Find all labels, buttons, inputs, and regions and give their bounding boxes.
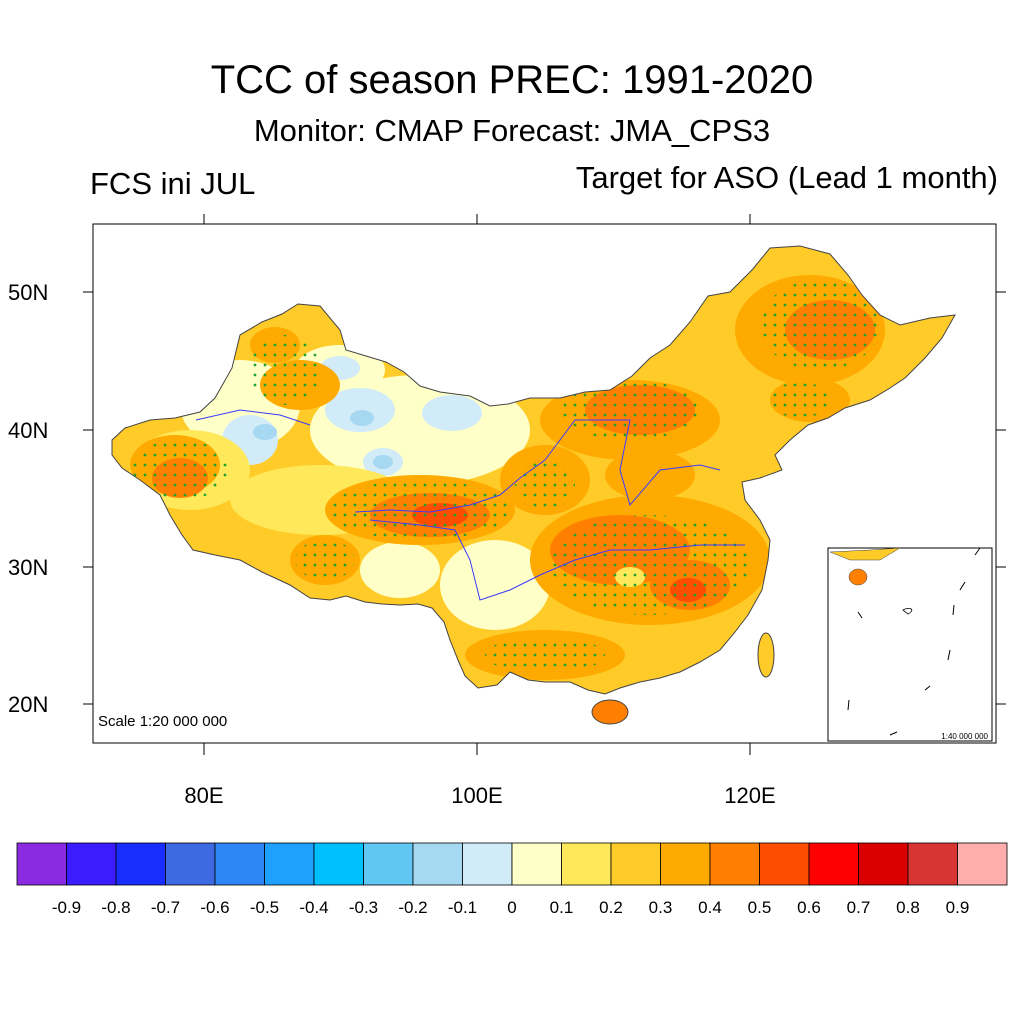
colorbar-label: -0.4 [299,898,328,917]
colorbar-swatch [511,842,562,886]
colorbar-label: -0.2 [398,898,427,917]
colorbar-label: 0 [507,898,516,917]
colorbar-swatch [808,842,859,886]
chart-title: TCC of season PREC: 1991-2020 [210,58,814,102]
colorbar [16,842,1008,886]
river-lines [195,409,745,601]
colorbar-label: 0.4 [698,898,722,917]
colorbar-label: 0.2 [599,898,623,917]
colorbar-swatch [660,842,711,886]
lat-label-20n: 20N [8,692,48,717]
colorbar-label: 0.1 [550,898,574,917]
colorbar-label: -0.5 [250,898,279,917]
colorbar-swatch [462,842,513,886]
colorbar-swatch [709,842,760,886]
colorbar-swatch [66,842,117,886]
colorbar-label: -0.7 [151,898,180,917]
lon-label-100e: 100E [451,783,502,808]
colorbar-label: -0.8 [101,898,130,917]
colorbar-swatch [561,842,612,886]
taiwan-island [757,632,775,678]
colorbar-swatch [214,842,265,886]
colorbar-label: 0.5 [748,898,772,917]
colorbar-label: -0.3 [349,898,378,917]
colorbar-label: 0.6 [797,898,821,917]
colorbar-label: 0.9 [946,898,970,917]
colorbar-swatch [412,842,463,886]
colorbar-label: -0.1 [448,898,477,917]
colorbar-swatch [858,842,909,886]
colorbar-swatch [16,842,67,886]
colorbar-swatch [115,842,166,886]
lat-label-50n: 50N [8,280,48,305]
lat-label-30n: 30N [8,555,48,580]
lat-label-40n: 40N [8,418,48,443]
inset-scale-label: 1:40 000 000 [941,732,988,741]
colorbar-label: -0.9 [52,898,81,917]
colorbar-label: 0.7 [847,898,871,917]
chart-subtitle: Monitor: CMAP Forecast: JMA_CPS3 [253,113,771,148]
colorbar-label: -0.6 [200,898,229,917]
colorbar-label: 0.3 [649,898,673,917]
axis-labels: 50N 40N 30N 20N 80E 100E 120E [8,280,776,808]
colorbar-swatch [610,842,661,886]
hainan-island [591,699,629,725]
colorbar-swatch [759,842,810,886]
colorbar-label: 0.8 [896,898,920,917]
colorbar-swatch [264,842,315,886]
inset-map: 1:40 000 000 [827,547,993,742]
scale-label: Scale 1:20 000 000 [98,713,227,730]
lon-label-80e: 80E [184,783,223,808]
colorbar-swatch [363,842,414,886]
colorbar-swatch [313,842,364,886]
colorbar-swatch [907,842,958,886]
right-label: Target for ASO (Lead 1 month) [575,160,998,195]
frame-ticks [83,214,1006,755]
lon-label-120e: 120E [724,783,775,808]
colorbar-swatch [165,842,216,886]
colorbar-swatch [957,842,1008,886]
left-label: FCS ini JUL [90,166,256,201]
colorbar-labels: -0.9 -0.8 -0.7 -0.6 -0.5 -0.4 -0.3 -0.2 -0.1 0 0.1… [52,898,969,917]
